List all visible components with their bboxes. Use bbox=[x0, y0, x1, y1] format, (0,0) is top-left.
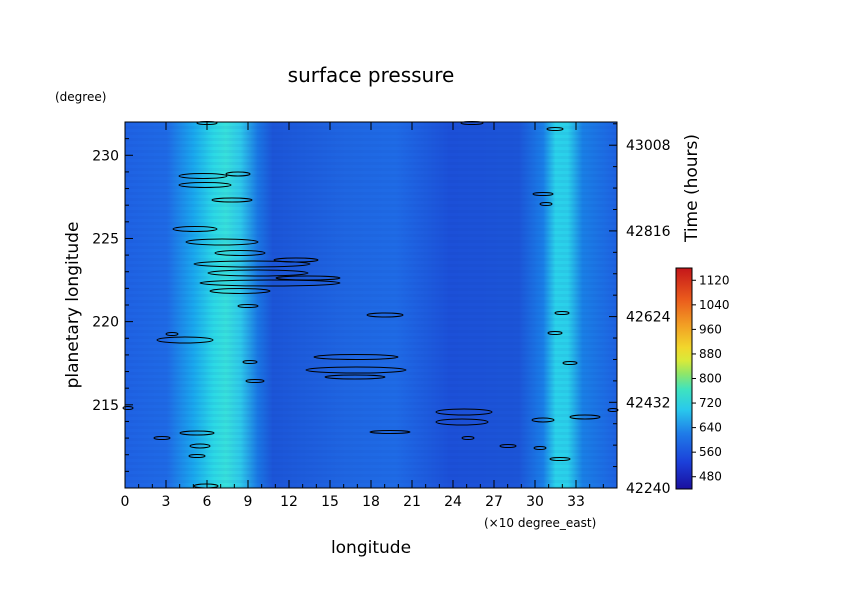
x-tick-label: 33 bbox=[567, 494, 585, 510]
y-axis-label: planetary longitude bbox=[63, 222, 83, 389]
x-tick-label: 21 bbox=[403, 494, 421, 510]
x-tick-label: 3 bbox=[162, 494, 171, 510]
y2-tick-label: 42432 bbox=[626, 395, 671, 411]
colorbar-gradient bbox=[676, 268, 692, 489]
x-unit-label: (×10 degree_east) bbox=[484, 516, 596, 530]
y2-axis: 42240 42432 42624 42816 43008 bbox=[609, 123, 671, 497]
x-tick-label: 0 bbox=[121, 494, 130, 510]
y-tick-label: 220 bbox=[92, 315, 119, 331]
x-tick-label: 12 bbox=[280, 494, 298, 510]
y-axis: 215 220 225 230 bbox=[92, 121, 133, 472]
colorbar: 480 560 640 720 800 880 960 1040 1120 bbox=[675, 267, 730, 490]
colorbar-tick-label: 800 bbox=[699, 372, 722, 386]
x-axis-label: longitude bbox=[331, 538, 411, 558]
colorbar-tick-label: 1120 bbox=[699, 273, 730, 287]
colorbar-tick-label: 720 bbox=[699, 396, 722, 410]
y2-tick-label: 42624 bbox=[626, 310, 671, 326]
y2-tick-label: 42816 bbox=[626, 224, 671, 240]
y-unit-label: (degree) bbox=[55, 90, 106, 104]
chart-title: surface pressure bbox=[288, 63, 455, 87]
y2-tick-label: 43008 bbox=[626, 138, 671, 154]
y2-axis-label: Time (hours) bbox=[682, 134, 702, 243]
colorbar-tick-label: 640 bbox=[699, 421, 722, 435]
x-axis: 0 3 6 9 12 15 18 21 24 27 30 33 bbox=[121, 122, 604, 510]
x-tick-label: 15 bbox=[321, 494, 339, 510]
colorbar-tick-label: 480 bbox=[699, 470, 722, 484]
y-tick-label: 225 bbox=[92, 231, 119, 247]
y2-tick-label: 42240 bbox=[626, 481, 671, 497]
colorbar-tick-label: 960 bbox=[699, 322, 722, 336]
colorbar-tick-label: 1040 bbox=[699, 298, 730, 312]
contour-lines bbox=[122, 121, 619, 489]
x-tick-label: 6 bbox=[203, 494, 212, 510]
y-tick-label: 215 bbox=[92, 398, 119, 414]
x-tick-label: 24 bbox=[444, 494, 462, 510]
y-tick-label: 230 bbox=[92, 148, 119, 164]
x-tick-label: 9 bbox=[244, 494, 253, 510]
x-tick-label: 30 bbox=[526, 494, 544, 510]
colorbar-tick-label: 880 bbox=[699, 347, 722, 361]
x-tick-label: 27 bbox=[485, 494, 503, 510]
colorbar-tick-label: 560 bbox=[699, 445, 722, 459]
colorbar-ticks: 480 560 640 720 800 880 960 1040 1120 bbox=[692, 273, 730, 484]
heatmap-texture bbox=[125, 122, 617, 488]
heatmap-field bbox=[125, 122, 617, 488]
x-tick-label: 18 bbox=[362, 494, 380, 510]
